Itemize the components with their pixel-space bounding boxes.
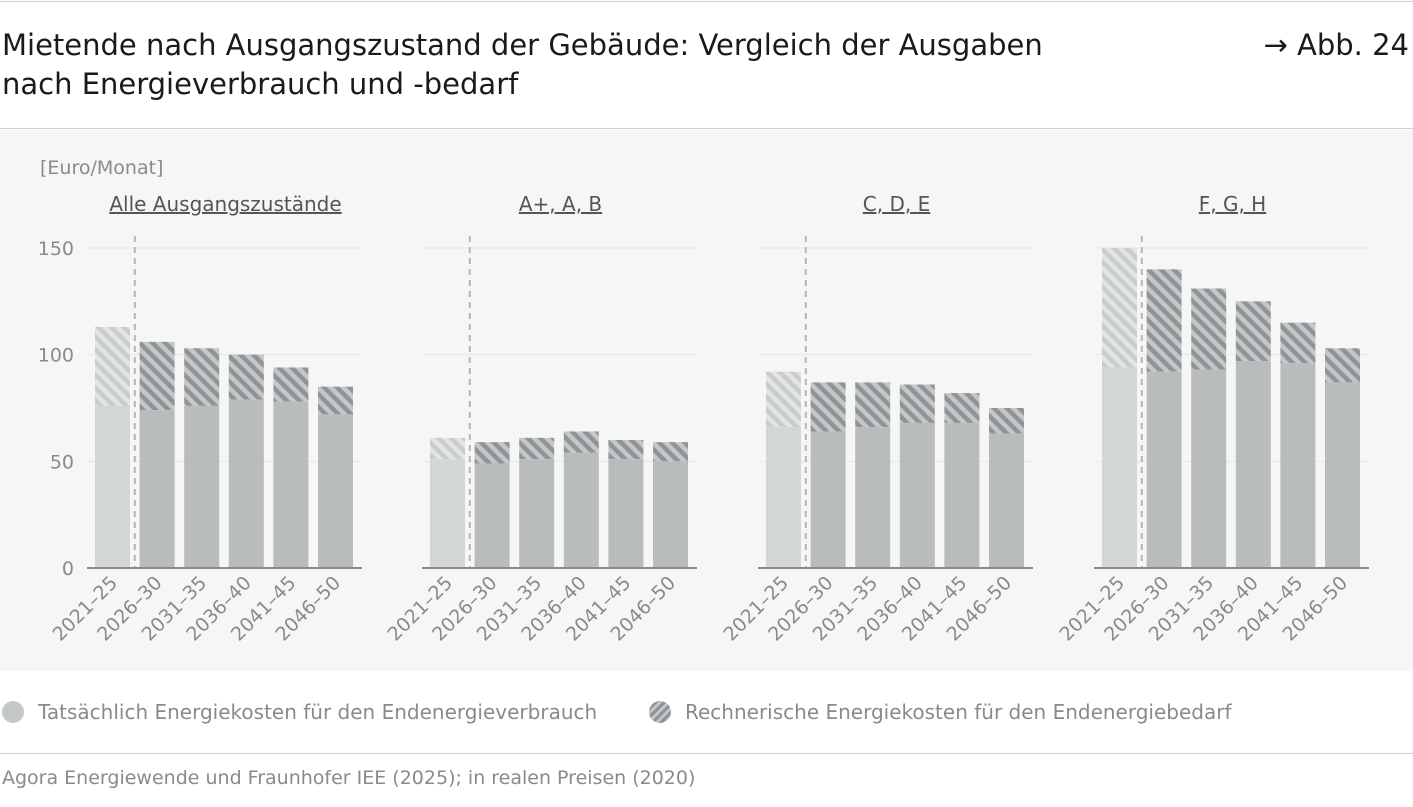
bar-calculated-segment (653, 442, 688, 462)
bar-actual-segment (810, 431, 846, 568)
panel-title: Alle Ausgangszustände (109, 192, 341, 216)
bar-calculated-segment (1102, 248, 1137, 368)
chart-title-line-1: Mietende nach Ausgangszustand der Gebäud… (2, 28, 1043, 62)
figure-reference-link[interactable]: → Abb. 24 (1263, 28, 1409, 62)
legend-label-calculated: Rechnerische Energiekosten für den Enden… (685, 700, 1232, 724)
bar-calculated-segment (1235, 301, 1271, 362)
bar-actual-segment (855, 427, 891, 568)
footer-rule (0, 753, 1413, 754)
legend-item-actual: Tatsächlich Energiekosten für den Endene… (2, 700, 597, 724)
bar-actual-segment (653, 461, 688, 568)
bar-calculated-segment (519, 437, 555, 460)
bar-calculated-segment (184, 348, 220, 406)
bar-actual-segment (1191, 369, 1227, 568)
bar-actual-segment (318, 414, 353, 568)
bar-actual-segment (1102, 367, 1137, 568)
legend-item-calculated: Rechnerische Energiekosten für den Enden… (649, 700, 1232, 724)
bar-calculated-segment (563, 431, 599, 453)
bar-actual-segment (474, 463, 510, 568)
y-tick-label: 150 (38, 238, 74, 260)
bar-calculated-segment (766, 371, 801, 428)
chart-title: Mietende nach Ausgangszustand der Gebäud… (2, 26, 1152, 104)
bar-actual-segment (608, 459, 644, 568)
bar-actual-segment (766, 427, 801, 568)
chart-title-line-2: nach Energieverbrauch und -bedarf (2, 67, 519, 101)
bar-calculated-segment (1191, 288, 1227, 370)
bar-calculated-segment (944, 393, 980, 423)
bar-calculated-segment (1325, 348, 1360, 383)
chart-legend: Tatsächlich Energiekosten für den Endene… (0, 700, 1413, 728)
panel-title: F, G, H (1199, 192, 1266, 216)
chart-area: [Euro/Monat] 0 50 100 150 Alle Ausgangszustän… (0, 130, 1413, 671)
bar-calculated-segment (855, 382, 891, 428)
bar-calculated-segment (95, 326, 130, 406)
legend-swatch-actual (2, 701, 24, 723)
bar-calculated-segment (899, 384, 935, 423)
y-tick-label: 100 (38, 345, 74, 367)
bar-calculated-segment (1146, 269, 1182, 372)
bar-calculated-segment (139, 341, 175, 411)
bar-actual-segment (139, 410, 175, 568)
bar-calculated-segment (474, 442, 510, 464)
bar-calculated-segment (608, 440, 644, 460)
panel-title: C, D, E (863, 192, 930, 216)
legend-label-actual: Tatsächlich Energiekosten für den Endene… (38, 700, 598, 724)
y-tick-label: 0 (62, 558, 74, 580)
bar-actual-segment (430, 459, 465, 568)
bar-actual-segment (899, 422, 935, 568)
bar-actual-segment (1280, 363, 1316, 568)
chart-svg: [Euro/Monat] 0 50 100 150 Alle Ausgangszustän… (38, 157, 1369, 646)
bar-calculated-segment (1280, 322, 1316, 364)
panel-title: A+, A, B (519, 192, 602, 216)
source-note: Agora Energiewende und Fraunhofer IEE (2… (2, 767, 696, 789)
bar-calculated-segment (318, 386, 353, 415)
top-rule (0, 1, 1413, 2)
bar-calculated-segment (810, 382, 846, 432)
y-axis-unit-label: [Euro/Monat] (40, 157, 163, 179)
header-rule (0, 128, 1413, 129)
bar-actual-segment (184, 405, 220, 568)
bar-calculated-segment (228, 354, 264, 400)
bar-calculated-segment (989, 408, 1024, 434)
bar-actual-segment (563, 452, 599, 568)
bar-actual-segment (944, 422, 980, 568)
bar-calculated-segment (273, 367, 309, 402)
y-tick-label: 50 (50, 451, 74, 473)
bar-calculated-segment (430, 437, 465, 460)
bar-actual-segment (989, 433, 1024, 568)
bar-actual-segment (273, 401, 309, 568)
legend-swatch-calculated (649, 701, 671, 723)
bar-actual-segment (1235, 361, 1271, 568)
bar-actual-segment (1325, 382, 1360, 568)
bar-actual-segment (95, 405, 130, 568)
bar-actual-segment (1146, 371, 1182, 568)
bar-actual-segment (519, 459, 555, 568)
bar-actual-segment (228, 399, 264, 568)
